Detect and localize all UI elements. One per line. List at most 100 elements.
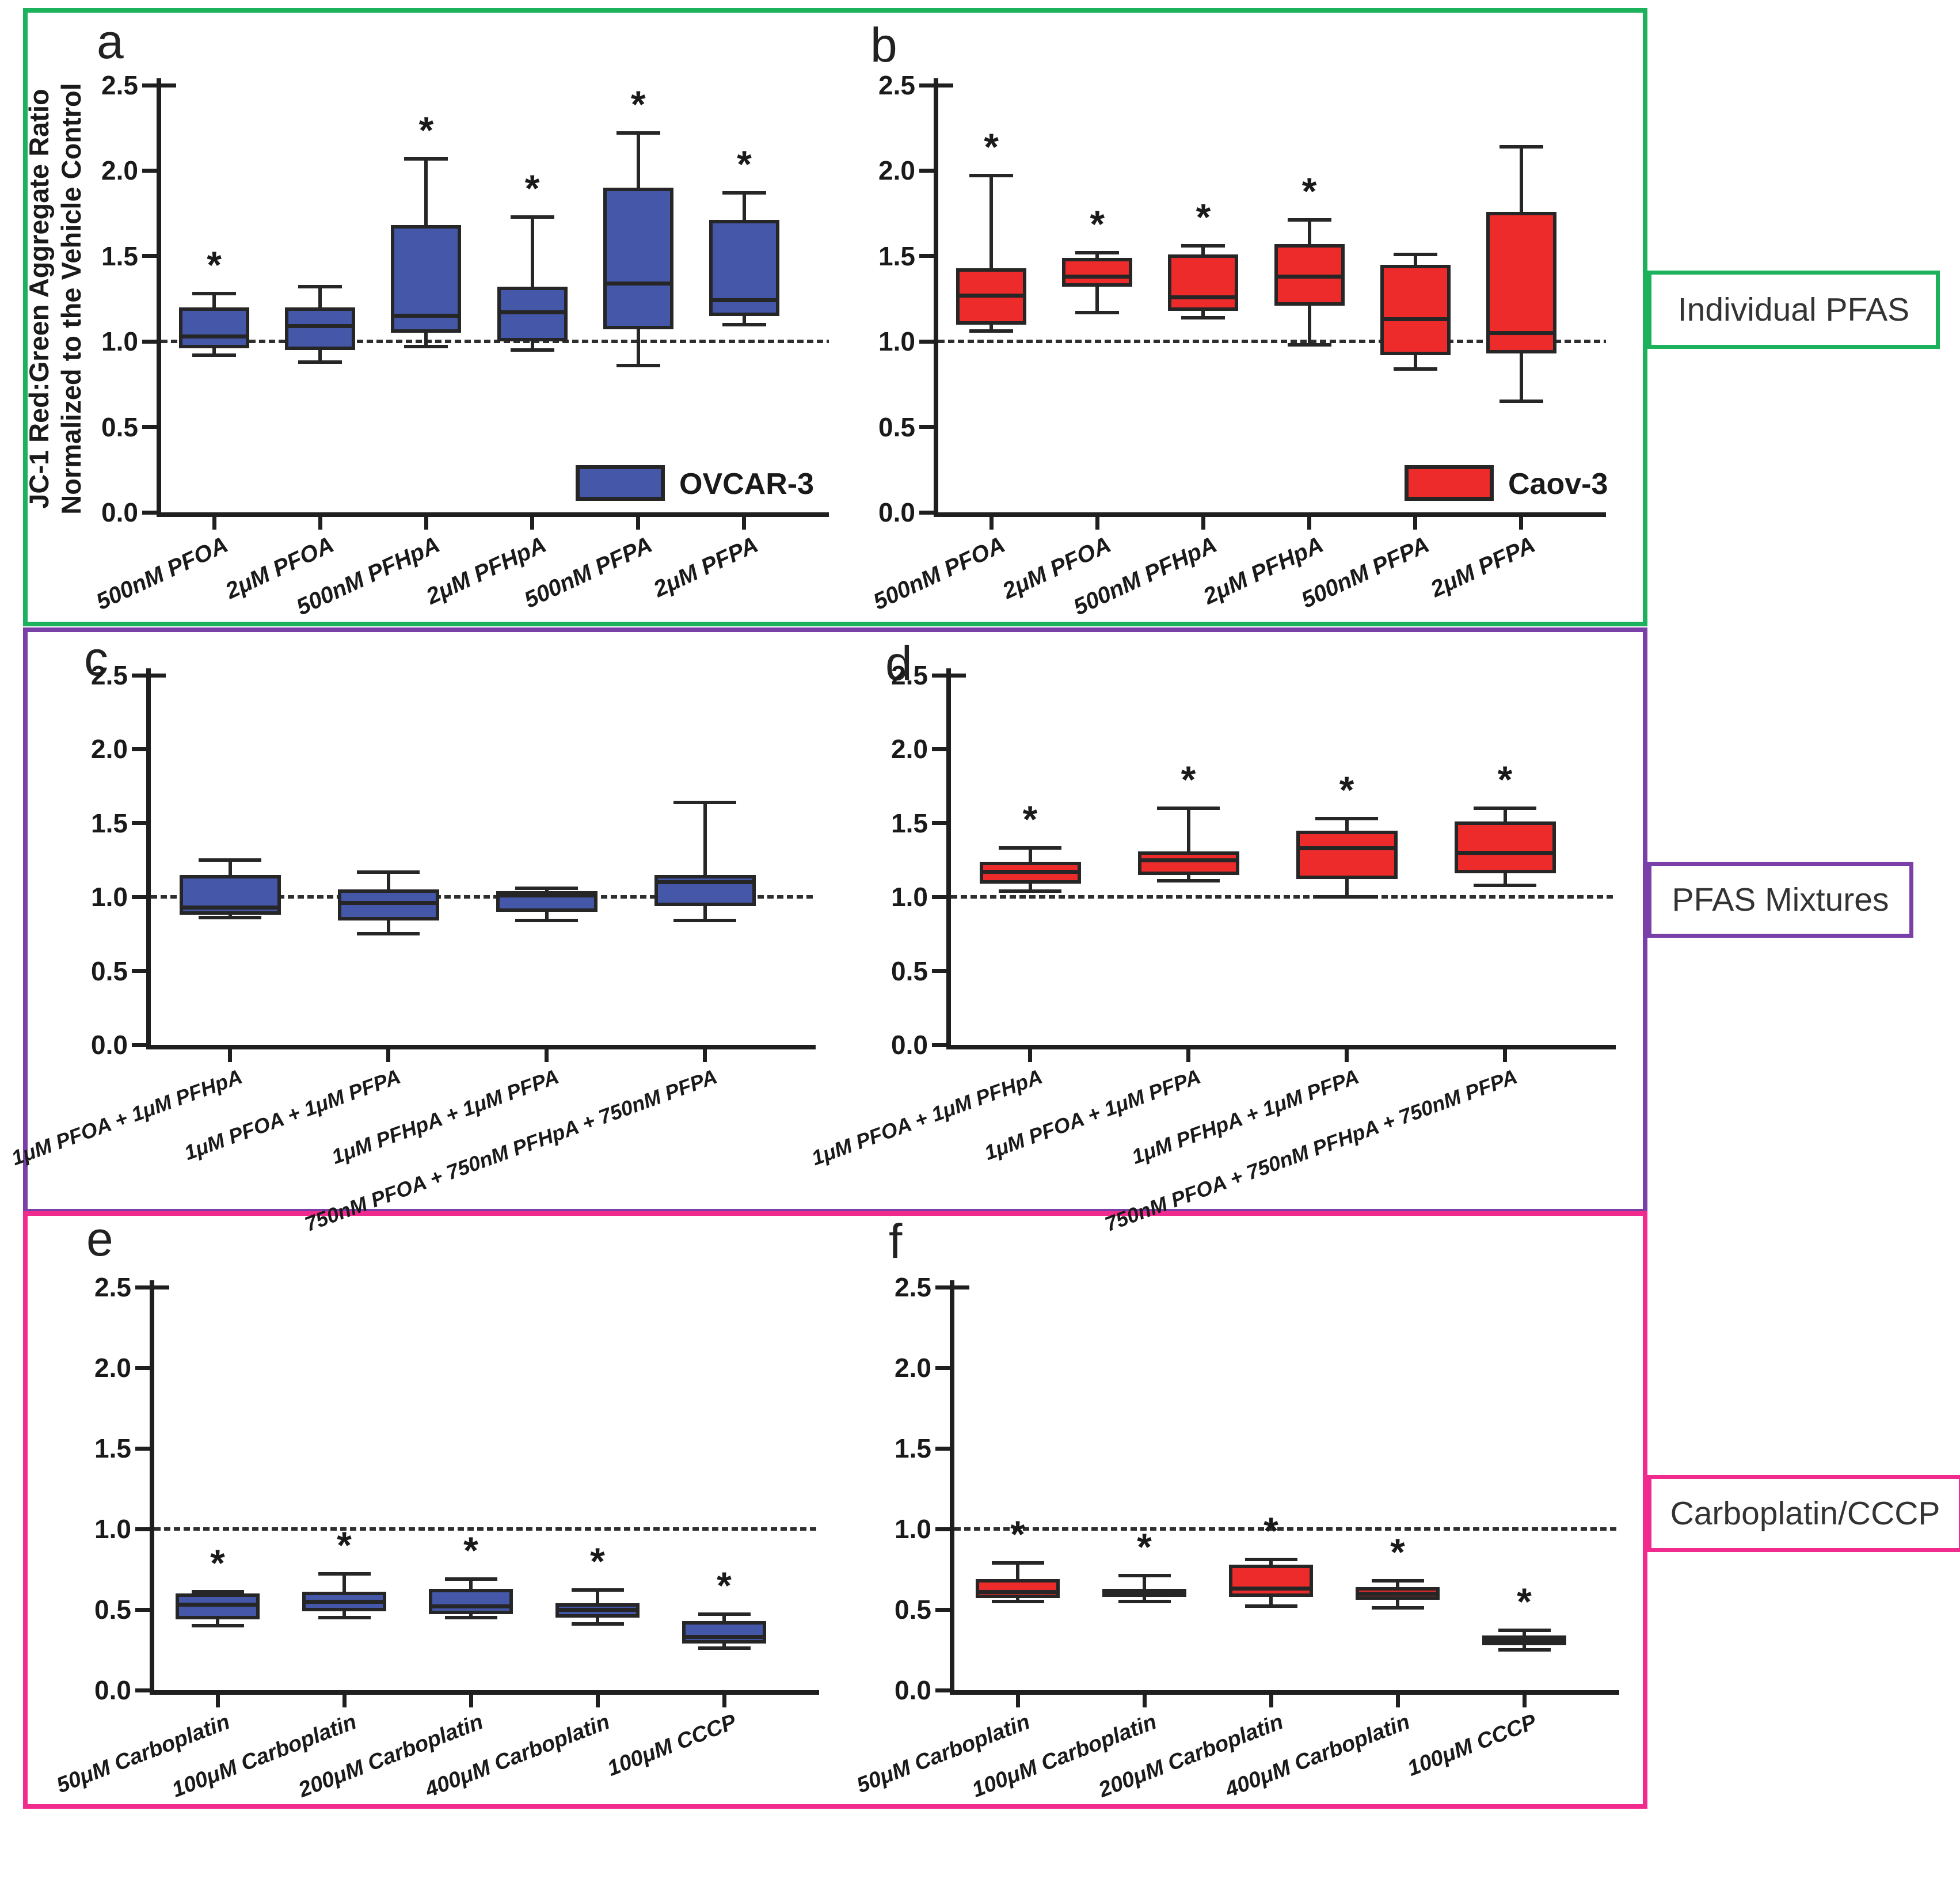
significance-asterisk: * xyxy=(1390,1530,1405,1573)
median-line xyxy=(1274,274,1345,279)
median-line xyxy=(682,1635,766,1639)
panel-f-caov3-carboplatin-cccp: 0.0 0.5 1.0 1.5 2.0 2.5 * 50μM Carboplatin * 100μ… xyxy=(854,1272,1619,1802)
y-tick-label: 1.0 xyxy=(895,1514,931,1544)
y-tick-label: 1.5 xyxy=(891,808,928,838)
x-tick-mark xyxy=(1095,517,1099,530)
figure-canvas: Individual PFAS PFAS Mixtures Carboplati… xyxy=(7,8,1960,1809)
y-axis-line xyxy=(146,668,151,1049)
significance-asterisk: * xyxy=(1196,195,1211,238)
significance-asterisk: * xyxy=(1301,170,1317,213)
y-axis-line xyxy=(946,668,951,1049)
median-line xyxy=(285,324,356,328)
upper-whisker xyxy=(742,192,746,220)
x-axis-line xyxy=(934,512,1606,517)
lower-whisker-cap xyxy=(191,1624,244,1627)
median-line xyxy=(1296,846,1398,850)
lower-whisker xyxy=(1143,1596,1146,1602)
axis-top-tick xyxy=(938,83,953,88)
y-tick-label: 2.0 xyxy=(895,1353,931,1383)
y-tick-label: 2.5 xyxy=(895,1272,931,1302)
x-axis-line xyxy=(157,512,829,517)
reference-line-1x xyxy=(161,340,829,344)
upper-whisker-cap xyxy=(1075,250,1120,254)
panel-e-ovcar3-carboplatin-cccp: 0.0 0.5 1.0 1.5 2.0 2.5 * 50μM Carboplatin * 100μ… xyxy=(54,1272,819,1802)
x-tick-mark xyxy=(545,1049,549,1062)
box-1μM PFHpA + 1μM PFPA xyxy=(1296,830,1398,880)
lower-whisker-cap xyxy=(1075,310,1120,314)
significance-asterisk: * xyxy=(1497,758,1513,801)
significance-asterisk: * xyxy=(1090,202,1105,245)
y-tick-label: 0.5 xyxy=(895,1595,931,1625)
upper-whisker xyxy=(318,287,322,307)
axis-top-tick xyxy=(954,1285,969,1289)
y-tick-mark xyxy=(935,1365,950,1370)
axis-top-tick xyxy=(161,83,176,88)
median-line xyxy=(979,870,1081,874)
upper-whisker-cap xyxy=(1157,807,1220,811)
y-tick-mark xyxy=(932,747,947,751)
median-line xyxy=(496,893,597,898)
upper-whisker xyxy=(1523,1630,1526,1635)
lower-whisker-cap xyxy=(969,329,1014,333)
y-tick-label: 2.5 xyxy=(94,1272,131,1302)
y-tick-label: 1.0 xyxy=(94,1514,131,1544)
y-axis-label: JC-1 Red:Green Aggregate Ratio Normalize… xyxy=(23,74,92,523)
significance-asterisk: * xyxy=(1010,1512,1025,1555)
box-50μM Carboplatin xyxy=(976,1578,1060,1599)
y-tick-mark xyxy=(932,969,947,973)
significance-asterisk: * xyxy=(207,244,222,287)
lower-whisker xyxy=(703,906,707,921)
group-label-text: Individual PFAS xyxy=(1677,291,1910,328)
panel-letter-e: e xyxy=(86,1212,113,1266)
lower-whisker xyxy=(1396,1600,1399,1608)
legend-swatch xyxy=(1405,465,1494,501)
legend-swatch xyxy=(576,465,665,501)
panel-letter-d: d xyxy=(885,636,912,690)
lower-whisker-cap xyxy=(1157,878,1220,882)
upper-whisker-cap xyxy=(298,285,342,289)
y-axis-label-line1: JC-1 Red:Green Aggregate Ratio xyxy=(24,89,54,509)
upper-whisker xyxy=(1519,146,1523,212)
lower-whisker-cap xyxy=(444,1616,497,1619)
lower-whisker-cap xyxy=(510,348,554,352)
x-tick-mark xyxy=(1028,1049,1032,1062)
upper-whisker-cap xyxy=(515,886,578,890)
axis-top-tick xyxy=(154,1285,169,1289)
significance-asterisk: * xyxy=(717,1564,732,1607)
y-tick-label: 2.0 xyxy=(878,155,915,186)
box-2μM PFPA xyxy=(1486,211,1556,353)
x-tick-mark xyxy=(1345,1049,1349,1062)
y-tick-label: 2.0 xyxy=(94,1353,131,1383)
lower-whisker-cap xyxy=(1181,315,1226,319)
lower-whisker-cap xyxy=(1118,1600,1171,1603)
y-tick-label: 0.5 xyxy=(91,956,128,986)
lower-whisker xyxy=(530,341,534,351)
lower-whisker-cap xyxy=(1393,367,1437,371)
y-tick-mark xyxy=(935,1607,950,1612)
y-tick-mark xyxy=(132,1043,147,1047)
lower-whisker-cap xyxy=(318,1616,371,1619)
axis-top-tick xyxy=(951,673,966,678)
lower-whisker xyxy=(216,1619,219,1626)
y-tick-mark xyxy=(919,339,934,344)
lower-whisker-cap xyxy=(1287,343,1331,347)
x-tick-mark xyxy=(424,517,428,530)
lower-whisker-cap xyxy=(192,353,237,357)
lower-whisker xyxy=(1345,879,1349,897)
y-axis-line xyxy=(157,78,161,517)
x-tick-mark xyxy=(595,1695,600,1707)
upper-whisker-cap xyxy=(1244,1558,1297,1562)
upper-whisker-cap xyxy=(1474,807,1536,811)
reference-line-1x xyxy=(154,1527,819,1531)
x-tick-mark xyxy=(1201,517,1205,530)
y-tick-label: 1.0 xyxy=(878,326,915,357)
lower-whisker xyxy=(636,329,640,366)
significance-asterisk: * xyxy=(984,125,999,169)
x-tick-mark xyxy=(1015,1695,1020,1707)
y-tick-mark xyxy=(132,673,147,678)
y-tick-label: 2.0 xyxy=(101,155,138,186)
y-axis-line xyxy=(950,1280,954,1695)
upper-whisker xyxy=(386,872,390,890)
x-tick-mark xyxy=(1522,1695,1527,1707)
median-line xyxy=(1454,850,1556,855)
